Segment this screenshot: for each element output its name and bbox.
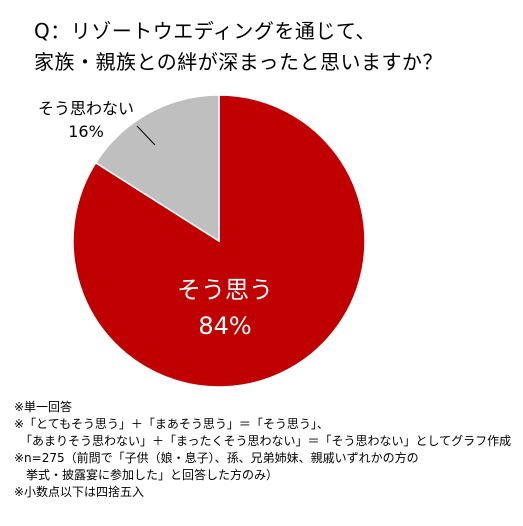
note-4: ※n=275（前問で「子供（娘・息子）、孫、兄弟姉妹、親戚いずれかの方の [14, 451, 419, 465]
question-line-2: 家族・親族との絆が深まったと思いますか？ [34, 50, 443, 74]
label-agree-percent: 84% [198, 312, 251, 340]
note-2: ※「とてもそう思う」＋「まあそう思う」＝「そう思う」、 [14, 417, 329, 431]
question-line-1: Q：リゾートウエディングを通じて、 [34, 19, 376, 43]
pie-slices [72, 94, 366, 388]
question-title: Q：リゾートウエディングを通じて、 家族・親族との絆が深まったと思いますか？ [34, 16, 514, 78]
label-disagree-name: そう思わない [38, 99, 134, 118]
pie-chart: そう思う 84% そう思わない 16% [38, 94, 366, 388]
note-3: 「あまりそう思わない」＋「まったくそう思わない」＝「そう思わない」としてグラフ作… [14, 434, 512, 448]
leader-line [136, 125, 156, 146]
label-agree-name: そう思う [177, 276, 273, 304]
pie-slice-disagree [94, 94, 220, 243]
label-disagree-percent: 16% [68, 122, 104, 141]
note-1: ※単一回答 [14, 400, 73, 414]
note-6: ※小数点以下は四捨五入 [14, 485, 145, 499]
footnotes: ※単一回答 ※「とてもそう思う」＋「まあそう思う」＝「そう思う」、 「あまりそう… [14, 399, 519, 501]
note-5: 挙式・披露宴に参加した」と回答した方のみ） [14, 468, 279, 482]
